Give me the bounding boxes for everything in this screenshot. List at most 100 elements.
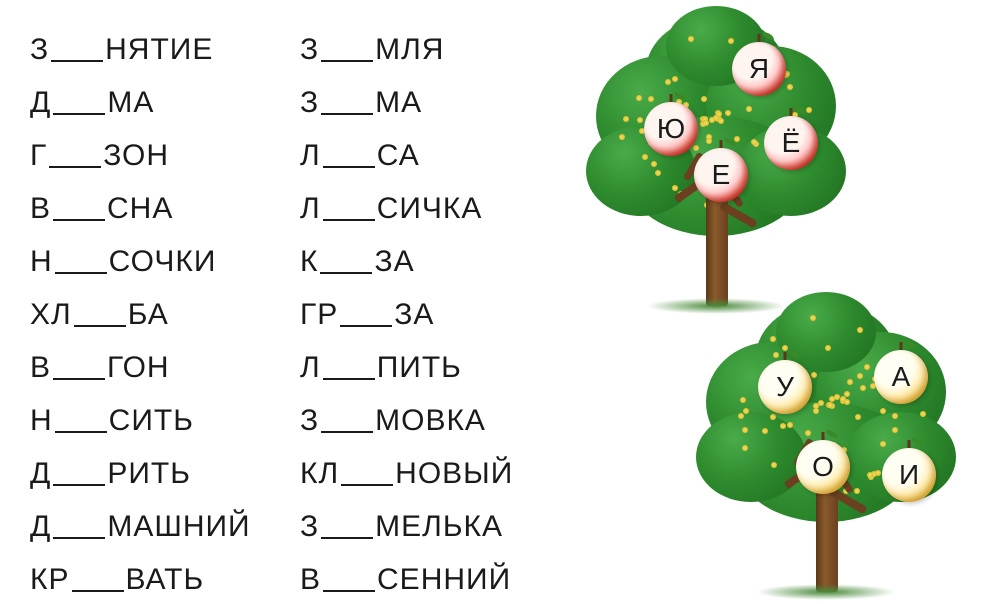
word-row: Л ПИТЬ (300, 332, 570, 385)
vowel-fruit[interactable]: Ю (644, 102, 698, 156)
fill-blank[interactable] (323, 590, 375, 592)
vowel-fruit[interactable]: Е (694, 148, 748, 202)
fill-blank[interactable] (321, 537, 373, 539)
word-prefix: Л (300, 192, 321, 226)
leaf-highlight (880, 408, 886, 414)
word-prefix: К (300, 245, 318, 279)
leaf-highlight (742, 445, 748, 451)
fill-blank[interactable] (321, 113, 373, 115)
word-prefix: З (300, 510, 319, 544)
vowel-fruit[interactable]: А (874, 350, 928, 404)
fill-blank[interactable] (53, 484, 105, 486)
leaf-highlight (619, 134, 625, 140)
fruit-stem (908, 440, 911, 448)
word-row: З НЯТИЕ (30, 14, 300, 67)
word-row: ЛСА (300, 120, 570, 173)
fill-blank[interactable] (321, 431, 373, 433)
word-column-2: ЗМЛЯЗМАЛСАЛСИЧКАКЗАГРЗАЛПИТЬЗМОВКАКЛНОВЫ… (300, 14, 570, 604)
word-suffix: СОЧКИ (109, 245, 217, 279)
word-suffix: МА (107, 86, 154, 120)
word-prefix: З (300, 33, 319, 67)
word-row: З МЕЛЬКА (300, 491, 570, 544)
vowel-fruit[interactable]: Ё (764, 116, 818, 170)
word-row: ВСНА (30, 173, 300, 226)
word-suffix: ГОН (107, 351, 170, 385)
fill-blank[interactable] (53, 378, 105, 380)
leaf-highlight (651, 161, 657, 167)
leaf-highlight (655, 170, 661, 176)
tree-shadow (756, 584, 896, 600)
fill-blank[interactable] (55, 272, 107, 274)
word-suffix: БА (128, 298, 169, 332)
word-prefix: Л (300, 351, 321, 385)
leaf-highlight (892, 413, 898, 419)
word-suffix: ПИТЬ (377, 351, 462, 385)
leaf-highlight (771, 462, 777, 468)
vowel-fruit[interactable]: У (758, 360, 812, 414)
tree-hard-vowels: У А О И (686, 292, 966, 602)
fill-blank[interactable] (72, 590, 124, 592)
word-row: Д МА (30, 67, 300, 120)
word-prefix: Г (30, 139, 47, 173)
leaf-highlight (875, 470, 881, 476)
leaf-highlight (665, 79, 671, 85)
word-prefix: Д (30, 86, 51, 120)
word-prefix: КЛ (300, 457, 339, 491)
fruit-stem (720, 140, 723, 148)
vowel-fruit[interactable]: И (882, 448, 936, 502)
word-prefix: ГР (300, 298, 338, 332)
fill-blank[interactable] (49, 166, 101, 168)
leaf-highlight (725, 110, 731, 116)
fill-blank[interactable] (323, 378, 375, 380)
fill-blank[interactable] (53, 537, 105, 539)
fill-blank[interactable] (74, 325, 126, 327)
vowel-letter: Ю (657, 113, 685, 145)
vowel-fruit[interactable]: Я (732, 42, 786, 96)
vowel-letter: А (892, 361, 911, 393)
word-prefix: З (30, 33, 49, 67)
fill-blank[interactable] (55, 431, 107, 433)
word-row: КЗА (300, 226, 570, 279)
word-suffix: СЕННИЙ (377, 563, 511, 597)
word-columns: ЗНЯТИЕДМАГЗОНВСНАНСОЧКИХЛБАВГОННСИТЬДРИТ… (0, 0, 570, 604)
fill-blank[interactable] (323, 166, 375, 168)
word-prefix: В (300, 563, 321, 597)
vowel-letter: У (776, 371, 794, 403)
leaf-highlight (642, 154, 648, 160)
word-row: ДМАШНИЙ (30, 491, 300, 544)
leaf-highlight (637, 117, 643, 123)
fruit-stem (670, 94, 673, 102)
leaf-highlight (780, 423, 786, 429)
word-suffix: МАШНИЙ (107, 510, 250, 544)
fill-blank[interactable] (320, 272, 372, 274)
fill-blank[interactable] (321, 60, 373, 62)
vowel-letter: Ё (782, 127, 801, 159)
word-suffix: НЯТИЕ (105, 33, 213, 67)
tree-soft-vowels: Я ЮЕ Ё (576, 6, 856, 326)
word-prefix: КР (30, 563, 70, 597)
word-prefix: Д (30, 457, 51, 491)
word-row: ДРИТЬ (30, 438, 300, 491)
word-prefix: З (300, 86, 319, 120)
vowel-fruit[interactable]: О (796, 440, 850, 494)
word-suffix: МЕЛЬКА (375, 510, 503, 544)
fruit-stem (758, 34, 761, 42)
word-suffix: СИТЬ (109, 404, 194, 438)
fill-blank[interactable] (341, 484, 393, 486)
fill-blank[interactable] (51, 60, 103, 62)
word-row: ХЛБА (30, 279, 300, 332)
leaf-highlight (751, 139, 757, 145)
leaf-highlight (636, 95, 642, 101)
fill-blank[interactable] (53, 113, 105, 115)
word-row: НСИТЬ (30, 385, 300, 438)
leaf-highlight (742, 427, 748, 433)
word-row: ЗМА (300, 67, 570, 120)
word-prefix: З (300, 404, 319, 438)
fill-blank[interactable] (340, 325, 392, 327)
word-suffix: СА (377, 139, 420, 173)
word-suffix: СИЧКА (377, 192, 483, 226)
vowel-letter: Е (712, 159, 731, 191)
fill-blank[interactable] (53, 219, 105, 221)
vowel-letter: И (899, 459, 919, 491)
fill-blank[interactable] (323, 219, 375, 221)
